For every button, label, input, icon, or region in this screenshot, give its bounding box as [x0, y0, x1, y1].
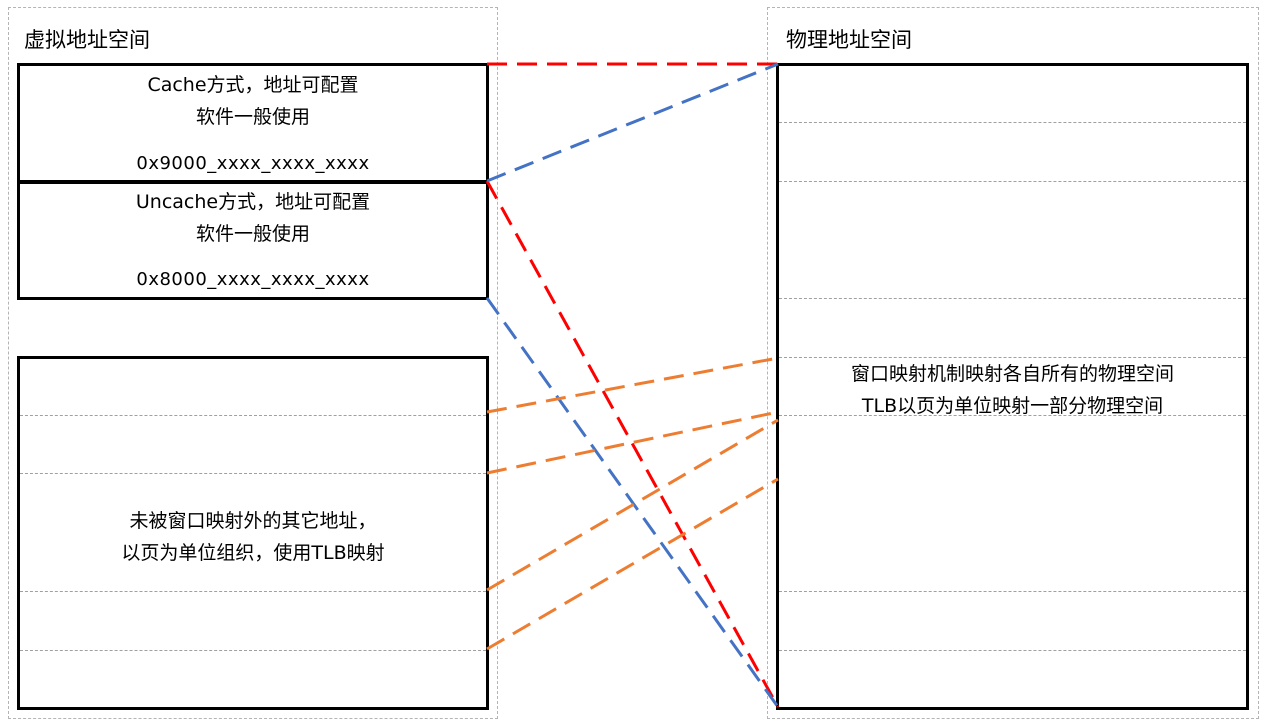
tlb-region-description: 以页为单位组织，使用TLB映射	[121, 542, 385, 564]
page-divider	[779, 122, 1246, 123]
physical-memory-box: 窗口映射机制映射各自所有的物理空间 TLB以页为单位映射一部分物理空间	[776, 63, 1249, 710]
page-divider	[779, 415, 1246, 416]
uncache-mapping-line	[486, 62, 779, 183]
tlb-mapping-line	[486, 410, 779, 475]
cache-mapping-line	[485, 180, 780, 708]
tlb-region-box: 未被窗口映射外的其它地址， 以页为单位组织，使用TLB映射	[17, 356, 489, 710]
cache-window-box: Cache方式，地址可配置 软件一般使用 0x9000_xxxx_xxxx_xx…	[17, 63, 489, 184]
physical-memory-description: TLB以页为单位映射一部分物理空间	[861, 395, 1164, 417]
page-divider	[779, 181, 1246, 182]
tlb-region-label: 未被窗口映射外的其它地址，	[129, 510, 377, 532]
physical-address-space-title: 物理地址空间	[786, 28, 912, 52]
cache-window-usage: 软件一般使用	[195, 106, 310, 128]
physical-memory-label: 窗口映射机制映射各自所有的物理空间	[850, 363, 1174, 385]
tlb-mapping-line	[486, 418, 779, 592]
uncache-window-usage: 软件一般使用	[195, 223, 310, 245]
page-divider	[779, 591, 1246, 592]
virtual-address-space-region	[8, 7, 498, 719]
page-divider	[779, 298, 1246, 299]
cache-window-label: Cache方式，地址可配置	[147, 74, 359, 96]
page-divider	[20, 415, 486, 416]
page-divider	[20, 650, 486, 651]
physical-address-space-region	[767, 7, 1259, 719]
uncache-window-label: Uncache方式，地址可配置	[135, 191, 371, 213]
page-divider	[779, 650, 1246, 651]
uncache-mapping-line	[485, 297, 780, 708]
page-divider	[20, 473, 486, 474]
uncache-window-address: 0x8000_xxxx_xxxx_xxxx	[136, 269, 370, 290]
uncache-window-box: Uncache方式，地址可配置 软件一般使用 0x8000_xxxx_xxxx_…	[17, 180, 489, 300]
page-divider	[20, 591, 486, 592]
cache-window-address: 0x9000_xxxx_xxxx_xxxx	[136, 153, 370, 174]
virtual-address-space-title: 虚拟地址空间	[24, 28, 150, 52]
page-divider	[779, 357, 1246, 358]
tlb-mapping-line	[486, 356, 779, 414]
tlb-mapping-line	[486, 477, 779, 651]
